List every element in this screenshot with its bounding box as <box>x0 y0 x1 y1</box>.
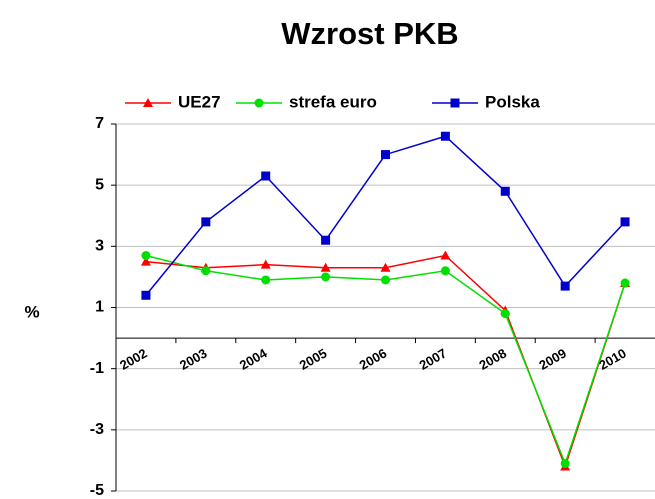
chart-title: Wzrost PKB <box>281 16 458 51</box>
legend-item: UE27 <box>125 92 221 111</box>
marker <box>620 217 630 227</box>
marker <box>450 98 460 108</box>
legend-label: strefa euro <box>289 92 377 111</box>
y-tick-label: 1 <box>95 299 104 316</box>
marker <box>500 309 510 319</box>
legend-label: UE27 <box>178 92 221 111</box>
y-axis-label: % <box>24 302 39 321</box>
marker <box>620 278 630 288</box>
marker <box>261 171 271 181</box>
marker <box>440 250 451 260</box>
marker <box>201 266 211 276</box>
y-tick-label: -5 <box>90 482 104 499</box>
marker <box>381 275 390 285</box>
marker <box>440 266 450 276</box>
marker <box>141 251 151 261</box>
y-tick-label: -1 <box>90 360 104 377</box>
legend-item: Polska <box>432 92 540 111</box>
y-tick-label: 3 <box>95 238 104 255</box>
marker <box>321 272 331 282</box>
y-tick-label: 7 <box>95 115 104 132</box>
marker <box>381 150 390 160</box>
marker <box>560 281 570 291</box>
y-tick-label: 5 <box>95 176 104 193</box>
marker <box>440 131 450 141</box>
marker <box>260 259 271 269</box>
marker <box>143 98 153 107</box>
marker <box>140 256 151 266</box>
marker <box>500 186 510 196</box>
marker <box>320 262 331 272</box>
marker <box>254 98 264 108</box>
legend-label: Polska <box>485 92 540 111</box>
marker <box>261 275 271 285</box>
marker <box>141 290 151 300</box>
marker <box>321 235 331 245</box>
y-tick-label: -3 <box>90 421 104 438</box>
marker <box>380 262 391 272</box>
marker <box>560 458 570 468</box>
marker <box>201 217 211 227</box>
legend-item: strefa euro <box>236 92 377 111</box>
